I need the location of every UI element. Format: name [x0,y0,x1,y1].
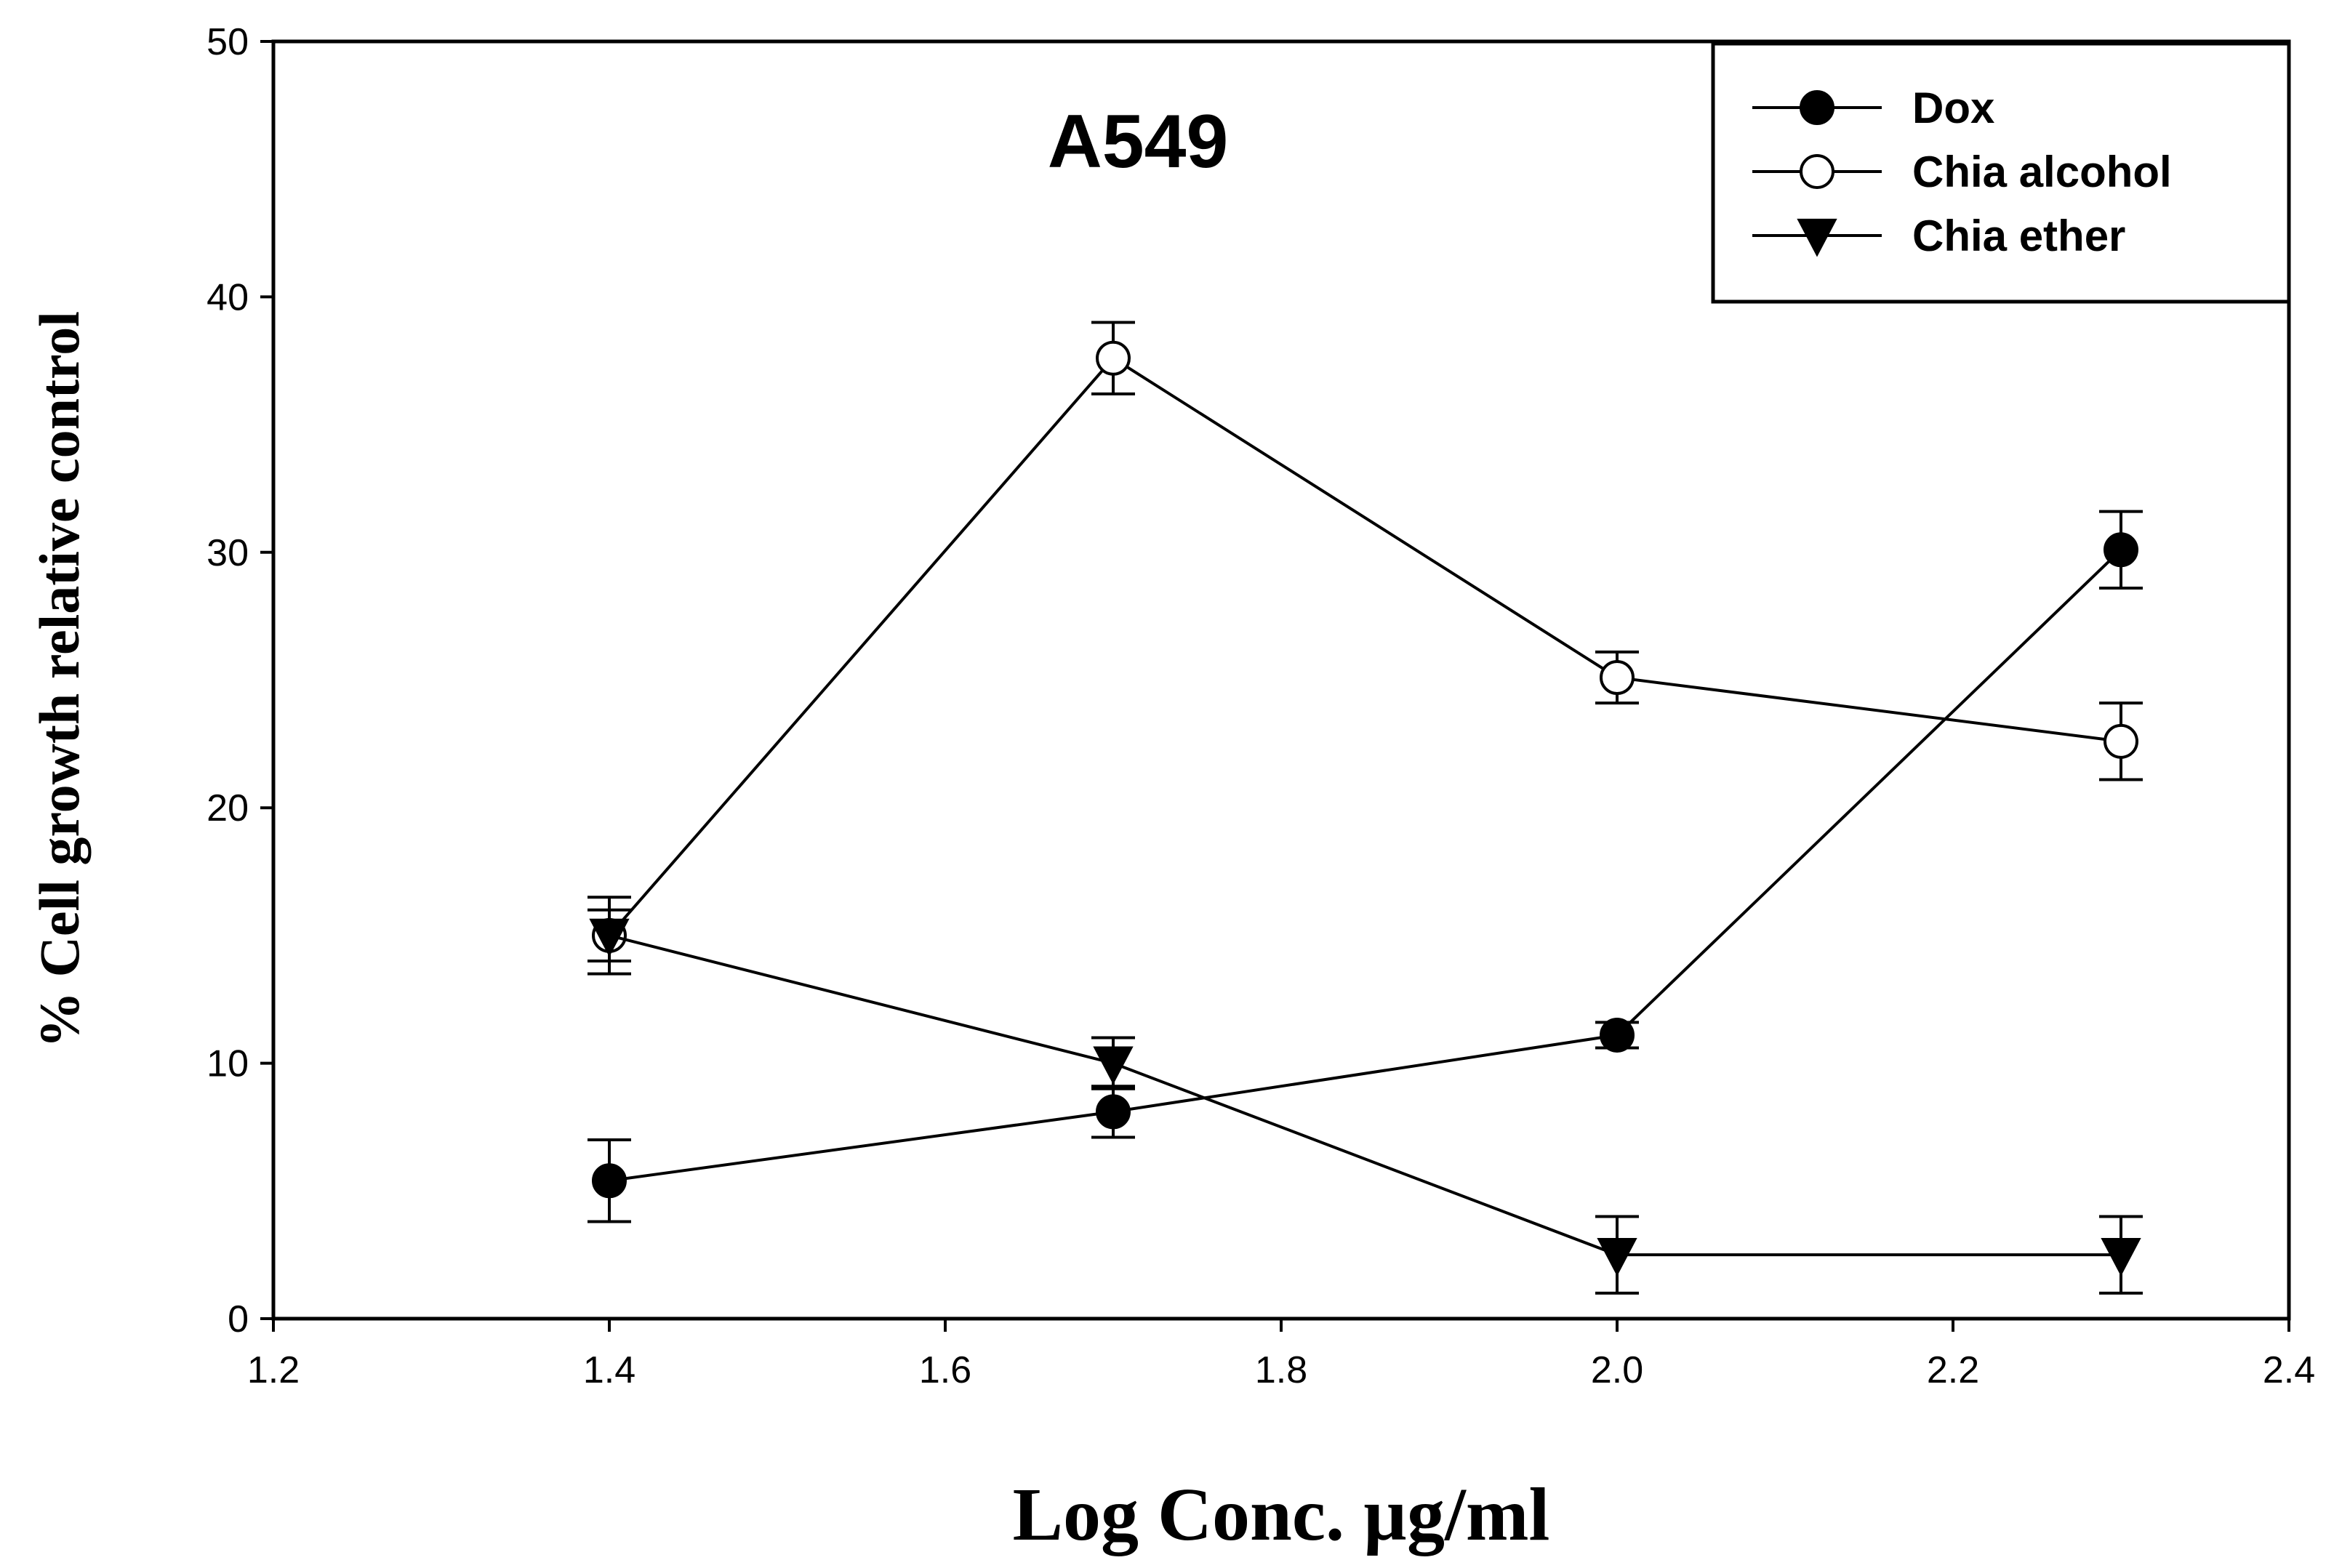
data-point [2104,723,2138,759]
x-tick-label: 1.2 [247,1349,300,1391]
x-axis-ticks: 1.2 1.4 1.6 1.8 2.0 2.2 2.4 [247,1319,2315,1391]
y-tick-label: 40 [206,276,249,318]
series-line [609,548,2122,1183]
series-chia-alcohol [587,321,2143,976]
data-point [592,1163,627,1199]
data-point [1096,1094,1131,1130]
data-point [1093,1046,1134,1085]
x-tick-label: 2.2 [1927,1349,1979,1391]
legend-label: Dox [1912,84,1994,132]
y-axis-title: % Cell growth relative control [28,311,91,1048]
series-dox [587,510,2143,1223]
legend-label: Chia alcohol [1912,148,2172,196]
data-point [1600,1017,1635,1053]
x-tick-label: 2.4 [2263,1349,2315,1391]
series-layer [587,321,2143,1295]
series-line [608,356,2122,937]
x-tick-label: 1.8 [1255,1349,1307,1391]
y-axis-ticks: 0 10 20 30 40 50 [206,21,273,1340]
legend-marker [1800,90,1834,125]
y-tick-label: 20 [206,787,249,829]
data-point [589,918,630,957]
data-point [1597,1238,1637,1276]
data-point [2104,532,2138,568]
legend-label: Chia ether [1912,212,2125,260]
x-tick-label: 1.4 [583,1349,635,1391]
y-tick-label: 0 [228,1298,249,1340]
x-tick-label: 2.0 [1591,1349,1643,1391]
y-tick-label: 30 [206,532,249,574]
legend-marker [1797,218,1837,257]
series-line [609,933,2121,1257]
series-chia-ether [587,908,2143,1295]
x-tick-label: 1.6 [919,1349,971,1391]
legend-items: Dox Chia alcohol Chia ether [1752,84,2172,260]
data-point [2101,1238,2141,1276]
chart-title: A549 [1048,100,1229,184]
legend-item: Chia alcohol [1752,148,2172,196]
legend-marker [1800,154,1834,189]
legend: Dox Chia alcohol Chia ether [1711,41,2291,304]
y-tick-label: 50 [206,21,249,63]
legend-item: Chia ether [1752,212,2125,260]
legend-item: Dox [1752,84,1994,132]
x-axis-title: Log Conc. µg/ml [1013,1473,1550,1556]
data-point [1600,659,1635,695]
y-tick-label: 10 [206,1043,249,1085]
data-point [1096,340,1131,376]
